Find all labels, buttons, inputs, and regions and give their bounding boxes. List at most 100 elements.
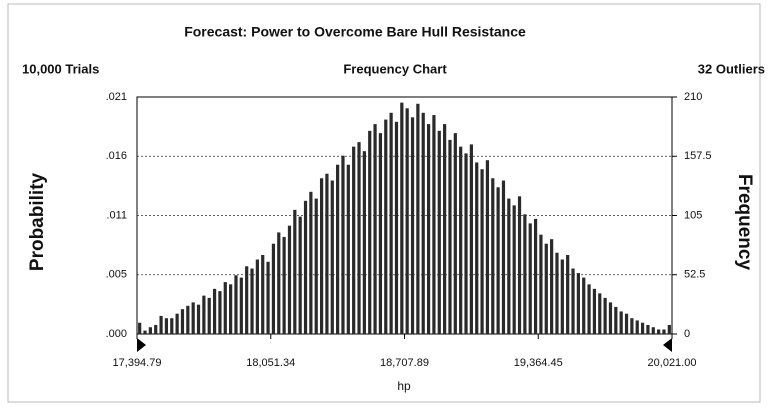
bar xyxy=(245,266,249,334)
bar xyxy=(373,124,377,334)
bar xyxy=(550,239,554,334)
bar xyxy=(410,117,415,334)
bar xyxy=(378,133,383,334)
bar xyxy=(480,169,484,334)
bar xyxy=(266,261,270,334)
bar xyxy=(212,288,217,334)
y-tick-label: .016 xyxy=(106,150,127,162)
trials-label: 10,000 Trials xyxy=(22,61,99,76)
bar xyxy=(330,180,334,334)
bar xyxy=(400,102,404,335)
bar xyxy=(528,223,532,334)
bar xyxy=(352,146,356,334)
bar xyxy=(277,232,281,334)
x-tick-label: 18,707.89 xyxy=(380,357,429,369)
bar xyxy=(501,180,506,334)
bar xyxy=(437,130,441,334)
bar xyxy=(624,313,629,334)
bar xyxy=(453,133,457,334)
bar xyxy=(384,119,388,334)
bar xyxy=(346,164,350,334)
y2-tick-label: 0 xyxy=(684,328,690,340)
right-marker xyxy=(663,338,672,352)
bar xyxy=(239,277,243,334)
bar xyxy=(271,243,276,334)
bar xyxy=(421,112,425,334)
bar xyxy=(448,139,452,334)
bar xyxy=(459,146,463,334)
y-tick-label: .000 xyxy=(106,328,127,340)
bar xyxy=(405,108,409,335)
bar xyxy=(319,178,324,334)
outliers-label: 32 Outliers xyxy=(698,61,765,76)
bar xyxy=(619,311,623,334)
bar xyxy=(662,329,666,334)
bar xyxy=(186,305,190,334)
bar xyxy=(587,284,591,334)
x-tick-label: 17,394.79 xyxy=(113,357,162,369)
bar xyxy=(234,275,238,334)
bar xyxy=(566,255,570,334)
bar xyxy=(207,297,211,334)
x-tick-label: 19,364.45 xyxy=(514,357,563,369)
bar xyxy=(196,304,201,334)
bar xyxy=(608,302,613,334)
bar xyxy=(491,178,495,334)
y2-tick-label: 210 xyxy=(684,91,702,103)
bar xyxy=(175,313,179,334)
bar xyxy=(143,330,147,334)
bar xyxy=(630,318,634,334)
bar xyxy=(261,255,265,334)
bar xyxy=(218,291,222,334)
bar xyxy=(592,288,597,334)
bar xyxy=(657,329,661,334)
bar xyxy=(517,196,522,334)
bar xyxy=(533,218,538,334)
y-axis-label: Probability xyxy=(27,172,48,271)
bar xyxy=(282,236,286,334)
bar xyxy=(475,162,479,334)
bar xyxy=(443,124,447,334)
bar xyxy=(368,130,372,334)
bar xyxy=(512,205,516,334)
bar xyxy=(293,209,297,334)
bar xyxy=(314,198,318,334)
bar xyxy=(309,191,313,334)
y-tick-label: .021 xyxy=(106,91,127,103)
bar xyxy=(362,151,366,334)
bar xyxy=(646,324,650,334)
bar xyxy=(229,284,233,334)
bar xyxy=(571,268,575,334)
bar xyxy=(223,282,227,334)
bar xyxy=(507,198,511,334)
bar xyxy=(560,259,564,334)
bar xyxy=(389,112,393,334)
bar xyxy=(544,243,548,334)
bar xyxy=(154,324,158,334)
bar xyxy=(603,297,607,334)
bar xyxy=(250,268,254,334)
chart-subtitle: Frequency Chart xyxy=(343,61,447,76)
bar xyxy=(555,252,559,334)
bar xyxy=(485,160,490,334)
bar xyxy=(336,164,340,334)
y-tick-label: .005 xyxy=(106,269,127,281)
bar xyxy=(298,216,302,334)
bar xyxy=(576,273,580,334)
bar xyxy=(651,327,655,334)
x-tick-label: 20,021.00 xyxy=(648,357,697,369)
bar xyxy=(164,318,169,334)
y2-axis-label: Frequency xyxy=(734,174,755,271)
bar xyxy=(667,324,671,334)
bar xyxy=(255,259,259,334)
bar xyxy=(180,309,185,334)
bar xyxy=(416,103,420,335)
bar xyxy=(394,121,399,334)
bar xyxy=(148,327,152,334)
bar xyxy=(496,187,500,334)
bar xyxy=(426,124,431,334)
bar xyxy=(640,322,645,334)
bar xyxy=(635,320,639,334)
bar xyxy=(138,322,142,334)
bar xyxy=(191,302,195,334)
